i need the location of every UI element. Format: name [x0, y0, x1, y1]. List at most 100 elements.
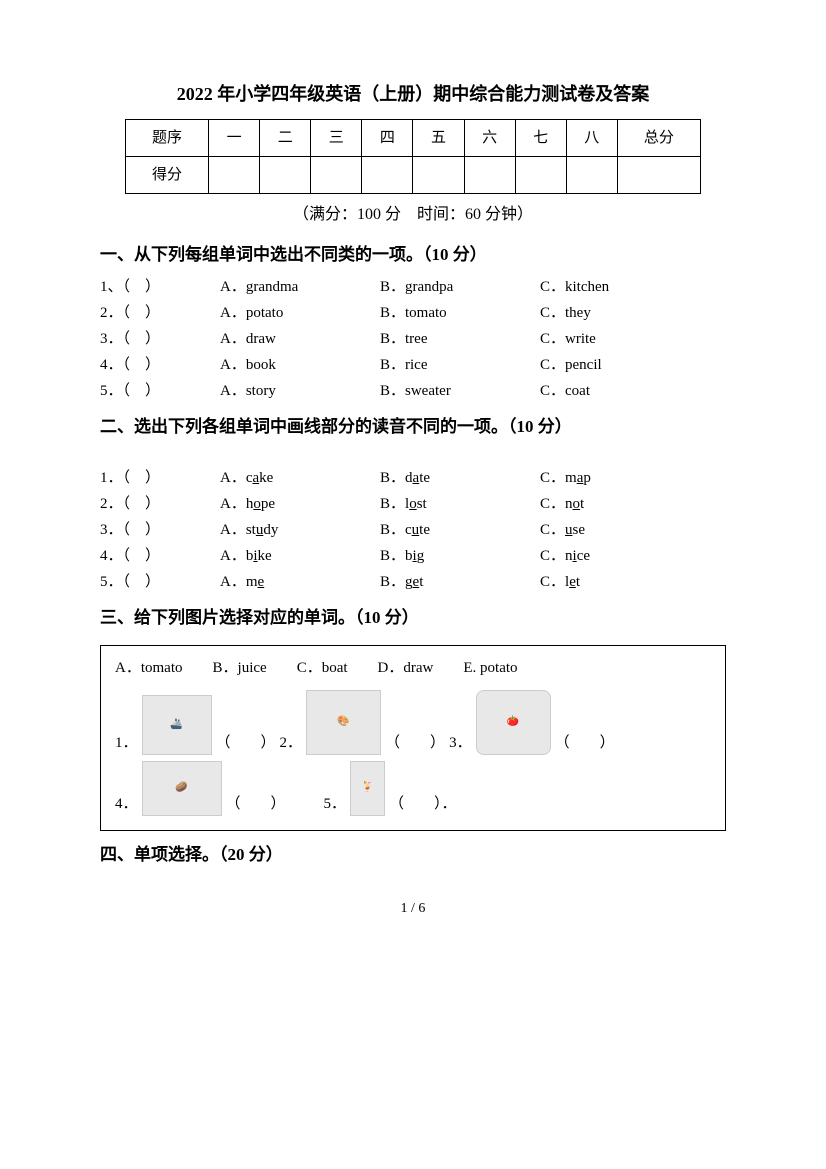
q-num: 2． — [100, 496, 123, 512]
q1-3: 3．（ ） A．draw B．tree C．write — [100, 327, 726, 351]
section4-heading: 四、单项选择。（20 分） — [100, 841, 726, 868]
opt-c: C．not — [540, 492, 700, 516]
opt-c: C．nice — [540, 544, 700, 568]
answer-blank[interactable]: （ ） — [123, 279, 161, 295]
opt-d: D．draw — [378, 656, 434, 680]
col-3: 三 — [311, 119, 362, 156]
opt-a: A．study — [220, 518, 380, 542]
answer-blank[interactable]: （ ） — [385, 731, 445, 755]
col-1: 一 — [209, 119, 260, 156]
opt-a: A．cake — [220, 466, 380, 490]
image-row-2: 4． 🥔 （ ） 5． 🍹 （ ）． — [115, 761, 711, 816]
q2-3: 3．（ ） A．study B．cute C．use — [100, 518, 726, 542]
opt-c: C．kitchen — [540, 275, 700, 299]
q2-2: 2．（ ） A．hope B．lost C．not — [100, 492, 726, 516]
q-num: 2． — [280, 731, 303, 755]
q1-2: 2．（ ） A．potato B．tomato C．they — [100, 301, 726, 325]
opt-a: A．tomato — [115, 656, 183, 680]
opt-b: B．get — [380, 570, 540, 594]
q-num: 4． — [100, 548, 123, 564]
opt-c: C．use — [540, 518, 700, 542]
q-num: 5． — [100, 383, 123, 399]
answer-blank[interactable]: （ ） — [123, 548, 161, 564]
score-cell[interactable] — [362, 156, 413, 193]
section1-heading: 一、从下列每组单词中选出不同类的一项。（10 分） — [100, 241, 726, 268]
score-cell[interactable] — [464, 156, 515, 193]
draw-icon: 🎨 — [306, 690, 381, 755]
q-num: 3． — [100, 522, 123, 538]
opt-a: A．book — [220, 353, 380, 377]
q-num: 1． — [100, 470, 123, 486]
opt-b: B．date — [380, 466, 540, 490]
answer-blank[interactable]: （ ） — [226, 792, 286, 816]
exam-info: （满分：100 分 时间：60 分钟） — [100, 202, 726, 228]
opt-b: B．cute — [380, 518, 540, 542]
answer-blank[interactable]: （ ） — [123, 383, 161, 399]
opt-c: C．write — [540, 327, 700, 351]
q-num: 4． — [115, 792, 138, 816]
section1-questions: 1、（ ） A．grandma B．grandpa C．kitchen 2．（ … — [100, 275, 726, 403]
score-cell[interactable] — [515, 156, 566, 193]
opt-c: C．pencil — [540, 353, 700, 377]
answer-blank[interactable]: （ ） — [555, 731, 615, 755]
q1-1: 1、（ ） A．grandma B．grandpa C．kitchen — [100, 275, 726, 299]
opt-a: A．draw — [220, 327, 380, 351]
q-num: 5． — [324, 792, 347, 816]
q-num: 2． — [100, 305, 123, 321]
col-total: 总分 — [617, 119, 700, 156]
answer-blank[interactable]: （ ） — [123, 305, 161, 321]
answer-blank[interactable]: （ ） — [123, 574, 161, 590]
opt-a: A．potato — [220, 301, 380, 325]
q-num: 3． — [100, 331, 123, 347]
image-row-1: 1． 🚢 （ ） 2． 🎨 （ ） 3． 🍅 （ ） — [115, 690, 711, 755]
answer-blank[interactable]: （ ） — [123, 522, 161, 538]
q-num: 1． — [115, 731, 138, 755]
opt-a: A．bike — [220, 544, 380, 568]
boat-icon: 🚢 — [142, 695, 212, 755]
q2-5: 5．（ ） A．me B．get C．let — [100, 570, 726, 594]
section2-heading: 二、选出下列各组单词中画线部分的读音不同的一项。（10 分） — [100, 413, 726, 440]
score-header-row: 题序 一 二 三 四 五 六 七 八 总分 — [126, 119, 701, 156]
q1-4: 4．（ ） A．book B．rice C．pencil — [100, 353, 726, 377]
page-number: 1 / 6 — [100, 898, 726, 920]
q2-1: 1．（ ） A．cake B．date C．map — [100, 466, 726, 490]
opt-c: C．coat — [540, 379, 700, 403]
row-defen: 得分 — [126, 156, 209, 193]
answer-blank[interactable]: （ ）． — [389, 792, 457, 816]
answer-blank[interactable]: （ ） — [123, 331, 161, 347]
opt-b: B．juice — [213, 656, 267, 680]
answer-blank[interactable]: （ ） — [123, 357, 161, 373]
opt-e: E. potato — [463, 656, 517, 680]
section3-heading: 三、给下列图片选择对应的单词。（10 分） — [100, 604, 726, 631]
opt-a: A．grandma — [220, 275, 380, 299]
q-num: 3． — [449, 731, 472, 755]
potato-icon: 🥔 — [142, 761, 222, 816]
opt-b: B．tree — [380, 327, 540, 351]
score-cell[interactable] — [413, 156, 464, 193]
page-title: 2022 年小学四年级英语（上册）期中综合能力测试卷及答案 — [100, 80, 726, 109]
answer-blank[interactable]: （ ） — [216, 731, 276, 755]
score-cell[interactable] — [566, 156, 617, 193]
opt-b: B．sweater — [380, 379, 540, 403]
opt-a: A．hope — [220, 492, 380, 516]
word-bank: A．tomato B．juice C．boat D．draw E. potato… — [100, 645, 726, 831]
opt-c: C．map — [540, 466, 700, 490]
q-num: 4． — [100, 357, 123, 373]
opt-b: B．grandpa — [380, 275, 540, 299]
col-tixu: 题序 — [126, 119, 209, 156]
score-cell[interactable] — [617, 156, 700, 193]
score-cell[interactable] — [260, 156, 311, 193]
opt-b: B．tomato — [380, 301, 540, 325]
answer-blank[interactable]: （ ） — [123, 470, 161, 486]
opt-c: C．boat — [297, 656, 348, 680]
answer-blank[interactable]: （ ） — [123, 496, 161, 512]
opt-c: C．they — [540, 301, 700, 325]
opt-b: B．rice — [380, 353, 540, 377]
score-cell[interactable] — [311, 156, 362, 193]
score-table: 题序 一 二 三 四 五 六 七 八 总分 得分 — [125, 119, 701, 194]
q-num: 5． — [100, 574, 123, 590]
score-value-row: 得分 — [126, 156, 701, 193]
opt-b: B．lost — [380, 492, 540, 516]
score-cell[interactable] — [209, 156, 260, 193]
col-2: 二 — [260, 119, 311, 156]
